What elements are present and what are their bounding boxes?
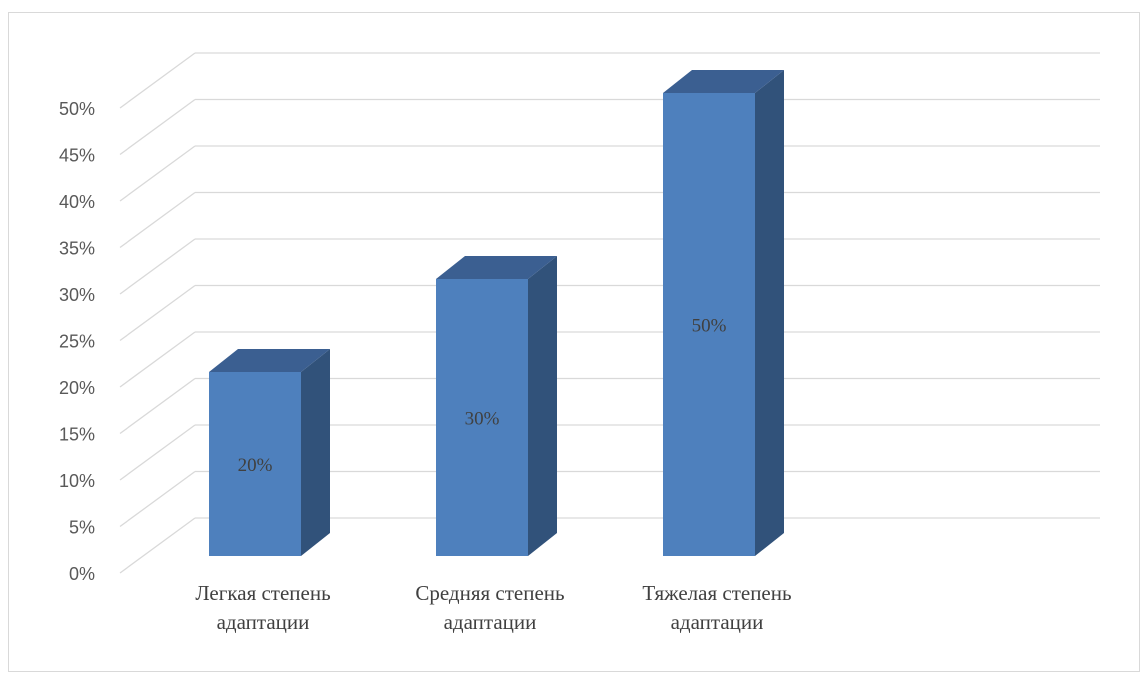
category-label: адаптации bbox=[444, 610, 537, 634]
data-label: 30% bbox=[465, 409, 500, 430]
category-label: адаптации bbox=[217, 610, 310, 634]
data-label: 20% bbox=[238, 455, 273, 476]
gridline-depth bbox=[119, 424, 196, 481]
y-tick-label: 45% bbox=[59, 146, 95, 166]
y-tick-label: 25% bbox=[59, 332, 95, 352]
bar-top bbox=[663, 70, 784, 93]
bar bbox=[209, 372, 301, 556]
bar-top bbox=[436, 256, 557, 279]
y-tick-label: 30% bbox=[59, 285, 95, 305]
bar-top bbox=[209, 349, 330, 372]
y-tick-label: 40% bbox=[59, 192, 95, 212]
y-tick-label: 20% bbox=[59, 378, 95, 398]
y-tick-label: 15% bbox=[59, 425, 95, 445]
y-tick-label: 35% bbox=[59, 239, 95, 259]
y-tick-label: 50% bbox=[59, 99, 95, 119]
y-axis-tick-labels: 0% 5% 10% 15% 20% 25% 30% 35% 40% 45% 50% bbox=[59, 99, 95, 584]
category-label: Тяжелая степень bbox=[642, 581, 791, 605]
gridline-depth bbox=[119, 284, 196, 342]
chart-frame bbox=[8, 12, 1140, 672]
gridline-depth bbox=[119, 191, 196, 249]
bar bbox=[436, 279, 528, 556]
bar-side bbox=[755, 70, 784, 556]
gridline-depth bbox=[119, 98, 196, 156]
bar-side bbox=[301, 349, 330, 556]
gridline-depth bbox=[119, 238, 196, 295]
gridline-depth bbox=[119, 517, 196, 574]
bars bbox=[209, 70, 784, 556]
gridlines bbox=[119, 52, 1100, 574]
bar-side bbox=[528, 256, 557, 556]
gridline-depth bbox=[119, 377, 196, 435]
y-tick-label: 5% bbox=[69, 518, 95, 538]
category-label: адаптации bbox=[671, 610, 764, 634]
gridline-depth bbox=[119, 145, 196, 202]
gridline-depth bbox=[119, 470, 196, 528]
category-label: Средняя степень bbox=[415, 581, 564, 605]
y-tick-label: 0% bbox=[69, 564, 95, 584]
gridline-depth bbox=[119, 331, 196, 388]
category-labels: Легкая степень адаптации Средняя степень ад… bbox=[195, 581, 791, 634]
bar bbox=[663, 93, 755, 556]
data-labels: 20% 30% 50% bbox=[238, 316, 727, 477]
data-label: 50% bbox=[692, 316, 727, 337]
gridline-depth bbox=[119, 52, 196, 109]
category-label: Легкая степень bbox=[195, 581, 330, 605]
y-tick-label: 10% bbox=[59, 471, 95, 491]
